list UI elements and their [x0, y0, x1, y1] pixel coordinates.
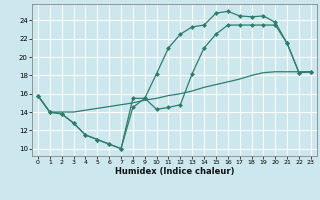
- X-axis label: Humidex (Indice chaleur): Humidex (Indice chaleur): [115, 167, 234, 176]
